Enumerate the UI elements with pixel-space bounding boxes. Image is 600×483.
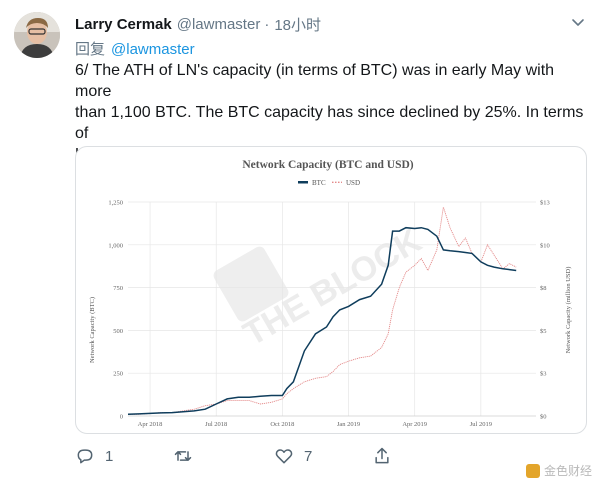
y-tick-label-right: $13 [540, 200, 550, 207]
watermark-text: 金色财经 [543, 464, 592, 478]
like-count: 7 [304, 447, 313, 465]
y-tick-label-right: $0 [540, 414, 547, 421]
share-icon [375, 447, 389, 464]
tweet-header: Larry Cermak @lawmaster · 18小时 [75, 13, 590, 35]
reply-count: 1 [105, 447, 114, 465]
action-bar: 1 7 [75, 446, 595, 474]
x-tick-label: Apr 2019 [402, 421, 427, 428]
separator: · [264, 15, 270, 33]
comment-icon [77, 449, 93, 464]
timestamp[interactable]: 18小时 [274, 16, 321, 34]
chart-card[interactable]: Network Capacity (BTC and USD) BTC USD T… [75, 146, 587, 434]
y-tick-label-left: 1,250 [108, 200, 123, 207]
y-tick-label-right: $5 [540, 328, 547, 335]
heart-icon [275, 449, 293, 464]
x-tick-label: Jan 2019 [337, 421, 360, 428]
y-tick-label-left: 0 [120, 414, 123, 421]
retweet-button[interactable] [173, 446, 203, 466]
reply-handle-link[interactable]: @lawmaster [111, 41, 195, 58]
x-tick-label: Jul 2019 [470, 421, 492, 428]
chevron-down-icon[interactable] [570, 14, 586, 30]
watermark-logo-icon [525, 463, 540, 478]
y-tick-label-right: $8 [540, 285, 547, 292]
x-tick-label: Jul 2018 [205, 421, 227, 428]
y-tick-label-left: 750 [113, 285, 123, 292]
y-tick-label-right: $3 [540, 371, 547, 378]
series-line-usd [128, 206, 517, 415]
x-tick-label: Oct 2018 [270, 421, 294, 428]
y-tick-label-left: 500 [113, 328, 123, 335]
legend-label-btc: BTC [312, 179, 326, 187]
plot-area: THE BLOCK02505007501,0001,250$0$3$5$8$10… [108, 200, 549, 429]
x-tick-label: Apr 2018 [138, 421, 163, 428]
reply-context: 回复 @lawmaster [75, 38, 195, 59]
y-axis-label-right: Network Capacity (million USD) [565, 267, 572, 354]
legend-label-usd: USD [346, 179, 360, 187]
reply-prefix: 回复 [75, 41, 106, 58]
chart: Network Capacity (BTC and USD) BTC USD T… [89, 159, 572, 429]
like-button[interactable]: 7 [274, 446, 312, 466]
y-axis-label-left: Network Capacity (BTC) [89, 297, 96, 363]
chart-title: Network Capacity (BTC and USD) [242, 159, 413, 171]
avatar-image [14, 12, 60, 58]
chart-legend: BTC USD [298, 179, 360, 187]
author-handle[interactable]: @lawmaster [176, 15, 261, 33]
watermark: 金色财经 [525, 462, 592, 479]
legend-swatch-btc [298, 181, 308, 184]
avatar[interactable] [14, 12, 60, 58]
y-tick-label-left: 1,000 [108, 242, 123, 249]
author-name[interactable]: Larry Cermak [75, 15, 172, 33]
share-button[interactable] [372, 446, 392, 466]
series-line-btc [127, 226, 517, 416]
reply-button[interactable]: 1 [75, 446, 113, 466]
y-tick-label-left: 250 [113, 371, 123, 378]
y-tick-label-right: $10 [540, 242, 550, 249]
chart-watermark-logo [213, 246, 289, 322]
retweet-icon [174, 451, 192, 461]
